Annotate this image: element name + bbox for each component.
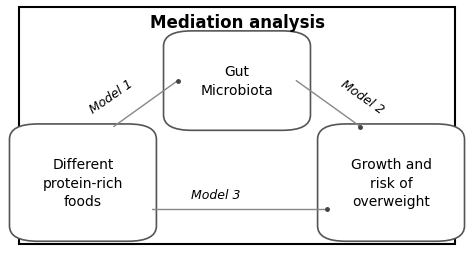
FancyBboxPatch shape [318,124,465,241]
Text: Gut
Microbiota: Gut Microbiota [201,65,273,98]
Text: Model 3: Model 3 [191,188,240,201]
Text: Different
protein-rich
foods: Different protein-rich foods [43,157,123,208]
FancyBboxPatch shape [9,124,156,241]
FancyBboxPatch shape [19,8,455,244]
Text: Growth and
risk of
overweight: Growth and risk of overweight [351,157,431,208]
FancyBboxPatch shape [164,32,310,131]
Text: Model 2: Model 2 [338,77,387,116]
Text: Model 1: Model 1 [87,77,136,116]
Text: Mediation analysis: Mediation analysis [149,14,325,32]
